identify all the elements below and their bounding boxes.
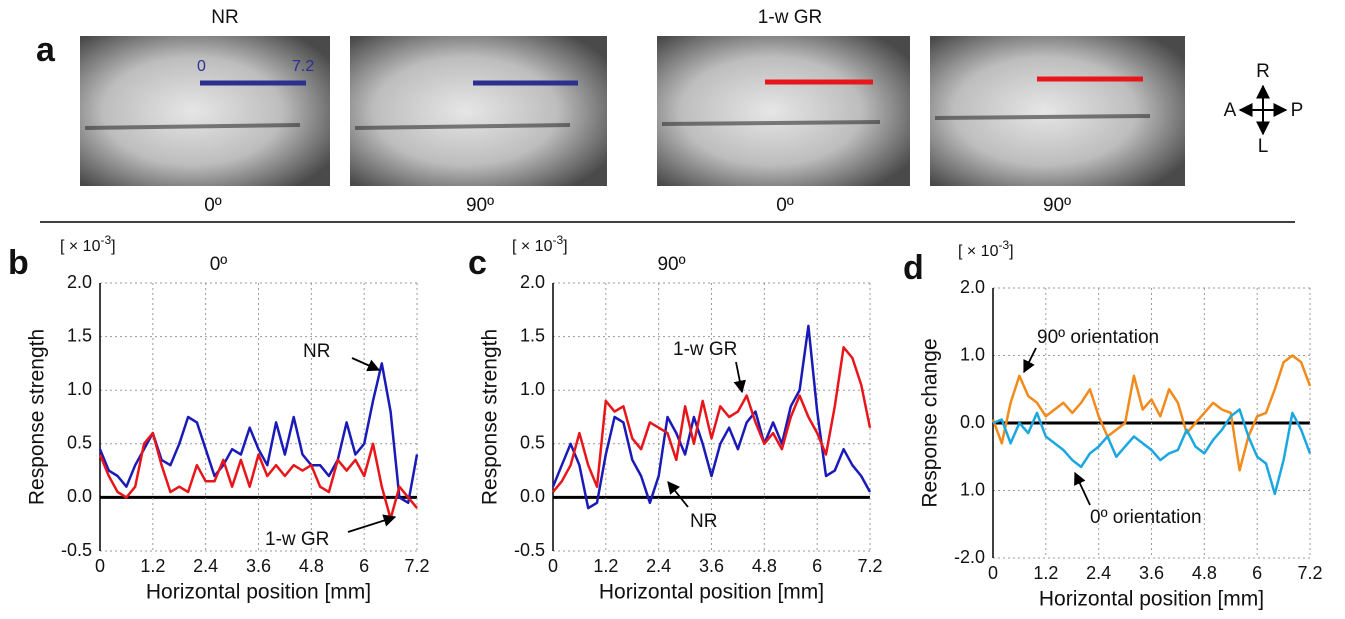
panel-label: d: [903, 249, 924, 287]
series-annotation: 90º orientation: [1037, 327, 1159, 348]
unit-suffix: ]: [111, 238, 115, 255]
x-tick-label: 4.8: [752, 556, 777, 576]
y-tick-label: 0.0: [960, 412, 985, 432]
y-tick-label: 0.0: [67, 486, 92, 506]
x-tick-label: 1.2: [140, 556, 165, 576]
scale-end: 7.2: [292, 58, 314, 75]
y-tick-label: 0.0: [520, 486, 545, 506]
scale-start: 0: [197, 58, 206, 75]
x-tick-label: 0: [95, 556, 105, 576]
series-line: [98, 431, 418, 521]
x-tick-label: 2.4: [193, 556, 218, 576]
image-caption: 90º: [1043, 195, 1071, 216]
annotation-arrow: [351, 357, 381, 372]
x-axis-label: Horizontal position [mm]: [146, 581, 371, 604]
series-line: [991, 354, 1312, 472]
series-annotation: 0º orientation: [1090, 507, 1202, 528]
compass-label: R: [1256, 61, 1270, 82]
image: [350, 36, 607, 186]
unit-exponent: -3: [998, 238, 1009, 252]
x-tick-label: 0: [988, 563, 998, 583]
unit-prefix: [ × 10: [60, 238, 101, 255]
images: [80, 36, 1185, 186]
series-annotation: NR: [303, 341, 330, 362]
midline: [84, 114, 1151, 130]
y-tick-label: 1.0: [67, 379, 92, 399]
x-tick-label: 4.8: [299, 556, 324, 576]
x-tick-label: 7.2: [404, 556, 429, 576]
y-tick-label: -2.0: [954, 547, 985, 567]
unit-prefix: [ × 10: [958, 243, 999, 260]
image-caption: 0º: [204, 195, 222, 216]
compass-label: L: [1258, 136, 1269, 157]
chart-title: 90º: [657, 254, 685, 275]
compass-label: P: [1291, 100, 1304, 121]
x-tick-label: 1.2: [593, 556, 618, 576]
x-tick-label: 6: [812, 556, 822, 576]
unit-suffix: ]: [1009, 243, 1013, 260]
y-tick-label: 1.0: [960, 344, 985, 364]
compass: [1238, 84, 1288, 136]
unit-exponent: -3: [100, 233, 111, 247]
image: [657, 36, 910, 186]
y-tick-label: 1.0: [520, 379, 545, 399]
y-tick-label: 1.5: [67, 325, 92, 345]
group-title: 1-w GR: [758, 7, 822, 28]
unit-label: [ × 10-3]: [60, 233, 116, 255]
x-tick-label: 7.2: [1297, 563, 1322, 583]
compass-label: A: [1224, 100, 1237, 121]
x-tick-label: 2.4: [1086, 563, 1111, 583]
annotation-arrow: [1023, 347, 1037, 374]
series-line: [552, 346, 872, 493]
y-tick-label: -0.5: [514, 540, 545, 560]
x-tick-label: 1.2: [1033, 563, 1058, 583]
y-tick-label: -0.5: [61, 540, 92, 560]
chart-title: 0º: [210, 254, 228, 275]
x-tick-label: 7.2: [857, 556, 882, 576]
x-axis-label: Horizontal position [mm]: [1039, 588, 1264, 611]
x-tick-label: 6: [1252, 563, 1262, 583]
group-title: NR: [211, 7, 238, 28]
y-axis-label: Response strength: [26, 329, 49, 505]
y-tick-label: 2.0: [520, 272, 545, 292]
y-tick-label: 1.0: [960, 479, 985, 499]
x-tick-label: 0: [548, 556, 558, 576]
image-caption: 0º: [776, 195, 794, 216]
unit-label: [ × 10-3]: [512, 233, 568, 255]
y-tick-label: 0.5: [67, 433, 92, 453]
y-tick-label: 1.5: [520, 325, 545, 345]
series-annotation: NR: [690, 511, 717, 532]
panel-label: a: [36, 31, 56, 69]
unit-label: [ × 10-3]: [958, 238, 1014, 260]
y-tick-label: 2.0: [67, 272, 92, 292]
x-tick-label: 2.4: [646, 556, 671, 576]
y-axis-label: Response change: [919, 338, 942, 507]
y-axis-label: Response strength: [479, 329, 502, 505]
series-annotation: 1-w GR: [265, 529, 329, 550]
x-tick-label: 3.6: [1139, 563, 1164, 583]
image-caption: 90º: [466, 195, 494, 216]
y-tick-label: 2.0: [960, 277, 985, 297]
annotation-arrow: [1074, 471, 1091, 506]
unit-suffix: ]: [563, 238, 567, 255]
series-line: [992, 408, 1312, 496]
panel-label: c: [468, 244, 487, 282]
image: [80, 36, 330, 186]
unit-exponent: -3: [552, 233, 563, 247]
x-tick-label: 6: [359, 556, 369, 576]
annotation-arrow: [733, 361, 746, 394]
annotation-arrow: [667, 481, 689, 508]
x-tick-label: 3.6: [246, 556, 271, 576]
series-annotation: 1-w GR: [673, 339, 737, 360]
panel-label: b: [8, 244, 29, 282]
y-tick-label: 0.5: [520, 433, 545, 453]
x-tick-label: 4.8: [1192, 563, 1217, 583]
series-line: [551, 324, 872, 510]
image: [930, 36, 1185, 186]
unit-prefix: [ × 10: [512, 238, 553, 255]
x-axis-label: Horizontal position [mm]: [599, 581, 824, 604]
x-tick-label: 3.6: [699, 556, 724, 576]
annotation-arrow: [347, 514, 397, 533]
